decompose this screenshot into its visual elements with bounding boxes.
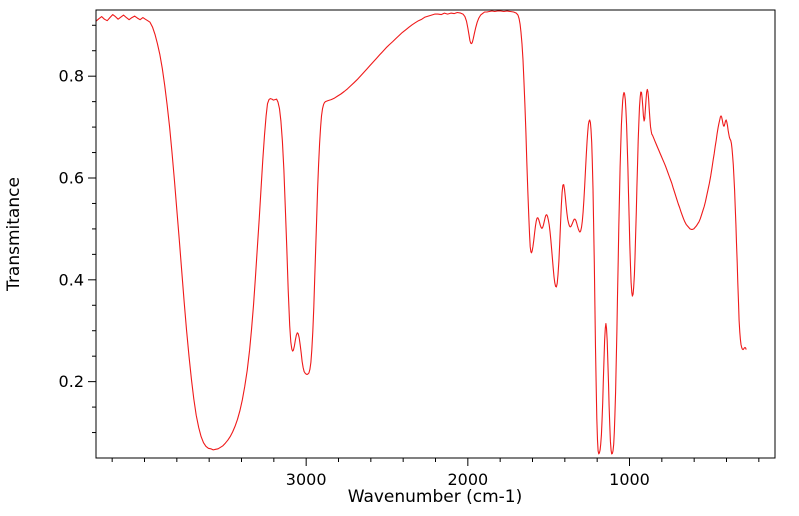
x-tick-label: 1000 xyxy=(609,470,650,489)
plot-area: 3000 2000 1000 0.2 0.4 0.6 0.8 xyxy=(59,9,776,489)
y-axis-label: Transmitance xyxy=(4,177,24,292)
plot-frame xyxy=(95,9,776,459)
x-axis-label: Wavenumber (cm-1) xyxy=(348,487,523,507)
y-tick-label: 0.8 xyxy=(59,67,84,86)
x-tick-label: 3000 xyxy=(286,470,327,489)
y-tick-label: 0.2 xyxy=(59,372,84,391)
y-tick-label: 0.4 xyxy=(59,270,84,289)
y-tick-label: 0.6 xyxy=(59,169,84,188)
spectrum-line xyxy=(95,10,747,455)
x-tick-label: 2000 xyxy=(447,470,488,489)
